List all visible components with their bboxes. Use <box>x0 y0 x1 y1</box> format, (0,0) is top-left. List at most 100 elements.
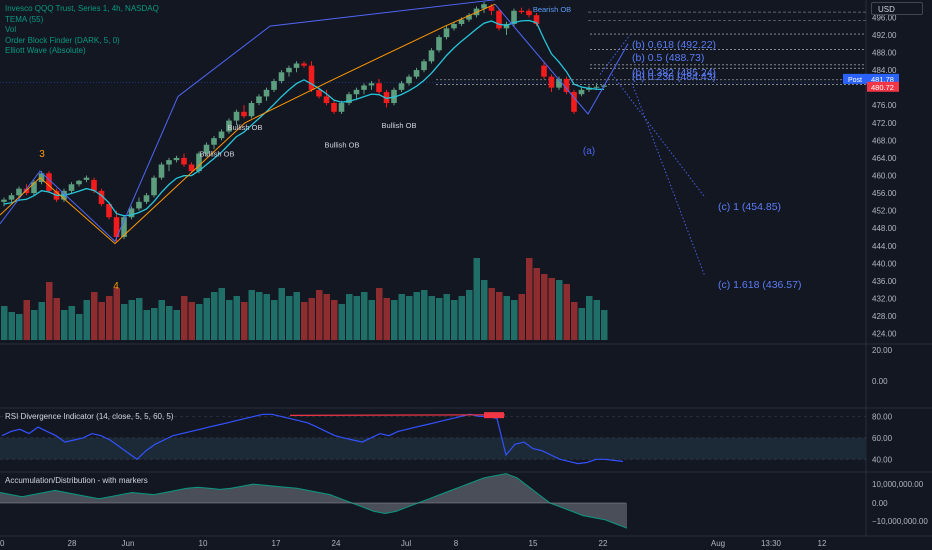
candle-body <box>458 19 465 24</box>
bullish-ob-label: Bullish OB <box>381 121 416 130</box>
rsi-line <box>1 413 624 465</box>
last-price-value: 480.72 <box>871 83 894 92</box>
volume-bar <box>166 306 173 340</box>
candle-body <box>481 4 487 9</box>
price-tick-label: 452.00 <box>872 207 897 216</box>
candle-body <box>383 92 390 104</box>
volume-bar <box>218 288 225 340</box>
price-tick-label: 476.00 <box>872 101 897 110</box>
volume-bar <box>406 296 413 340</box>
bullish-ob-label: Bullish OB <box>199 150 234 159</box>
ad-tick-label: 0.00 <box>872 499 888 508</box>
candle-body <box>181 157 187 165</box>
target-c-1618: (c) 1.618 (436.57) <box>718 279 801 291</box>
volume-bar <box>181 296 188 340</box>
candle-body <box>8 195 15 200</box>
target-c-1: (c) 1 (454.85) <box>718 201 781 213</box>
candle-body <box>83 177 90 180</box>
candle-body <box>151 177 157 196</box>
price-tick-label: 472.00 <box>872 119 897 128</box>
target-b-0382: (b) 0.382 (485.24) <box>632 67 716 79</box>
volume-bar <box>368 300 375 340</box>
elliott-wave-path <box>0 3 496 245</box>
volume-bar <box>293 292 300 340</box>
price-tick-label: 428.00 <box>872 312 897 321</box>
price-tick-label: 456.00 <box>872 189 897 198</box>
candle-body <box>421 61 427 71</box>
post-price-tag <box>867 73 899 84</box>
candle-body <box>526 10 532 16</box>
time-axis-label: 22 <box>599 539 608 548</box>
volume-bar <box>91 292 98 340</box>
volume-bar <box>106 296 113 340</box>
volume-bar <box>593 300 600 340</box>
projection-line <box>631 83 706 277</box>
target-b-0236: (b) 0.236 (484.43) <box>632 71 716 83</box>
price-tick-label: 484.00 <box>872 66 897 75</box>
candle-body <box>226 120 232 132</box>
volume-bar <box>518 294 525 340</box>
candle-body <box>91 179 97 191</box>
volume-bar <box>76 314 83 340</box>
time-axis-label: 13:30 <box>761 539 782 548</box>
volume-bar <box>316 290 323 340</box>
currency-selector[interactable]: USD <box>871 2 923 15</box>
candle-body <box>113 217 120 237</box>
ad-pane-label: Accumulation/Distribution - with markers <box>5 476 148 485</box>
volume-bar <box>128 300 135 340</box>
time-axis-label: 10 <box>199 539 208 548</box>
volume-bar <box>511 300 518 340</box>
price-tick-label: 460.00 <box>872 171 897 180</box>
candle-body <box>286 67 292 73</box>
volume-bar <box>496 292 503 340</box>
time-axis-label: 17 <box>272 539 281 548</box>
candle-body <box>436 37 442 51</box>
ad-tick-label: −10,000,000.00 <box>872 517 928 526</box>
candle-body <box>406 76 412 84</box>
volume-bar <box>383 298 390 340</box>
candle-body <box>593 86 600 88</box>
post-price-value: 481.78 <box>871 75 894 84</box>
price-tick-label: 496.00 <box>872 13 897 22</box>
volume-bar <box>473 258 480 340</box>
candle-body <box>323 96 330 104</box>
volume-bar <box>391 300 398 340</box>
volume-bar <box>196 304 203 340</box>
candle-body <box>376 83 382 93</box>
volume-bar <box>188 302 195 340</box>
candle-body <box>173 157 180 161</box>
candle-body <box>451 23 457 29</box>
candle-body <box>136 201 142 209</box>
bullish-ob-label: Bullish OB <box>324 141 359 150</box>
candle-body <box>518 10 525 13</box>
candle-body <box>443 28 450 38</box>
volume-bar <box>586 296 593 340</box>
volume-bar <box>541 274 548 340</box>
volume-bar <box>331 300 338 340</box>
candle-body <box>188 164 195 172</box>
legend-elliott-wave: Elliott Wave (Absolute) <box>5 46 86 55</box>
candle-body <box>316 89 322 97</box>
candle-body <box>503 23 510 29</box>
volume-bar <box>451 300 458 340</box>
volume-bar <box>233 296 240 340</box>
candle-body <box>158 164 165 178</box>
candle-body <box>256 96 262 104</box>
volume-bar <box>53 298 60 340</box>
candle-body <box>218 131 225 139</box>
rsi-tick-label: 60.00 <box>872 434 893 443</box>
volume-bar <box>38 302 45 340</box>
price-tick-label: 492.00 <box>872 31 897 40</box>
volume-bar <box>533 268 540 340</box>
volume-bar <box>578 308 585 340</box>
price-tick-label: 440.00 <box>872 259 897 268</box>
volume-bar <box>61 310 68 340</box>
volume-bar <box>256 292 263 340</box>
volume-bar <box>601 310 608 340</box>
time-axis-label: 12 <box>818 539 827 548</box>
target-b-0618: (b) 0.618 (492.22) <box>632 39 716 51</box>
volume-bar <box>488 288 495 340</box>
time-axis-label: Jul <box>401 539 411 548</box>
volume-bar <box>16 314 23 340</box>
